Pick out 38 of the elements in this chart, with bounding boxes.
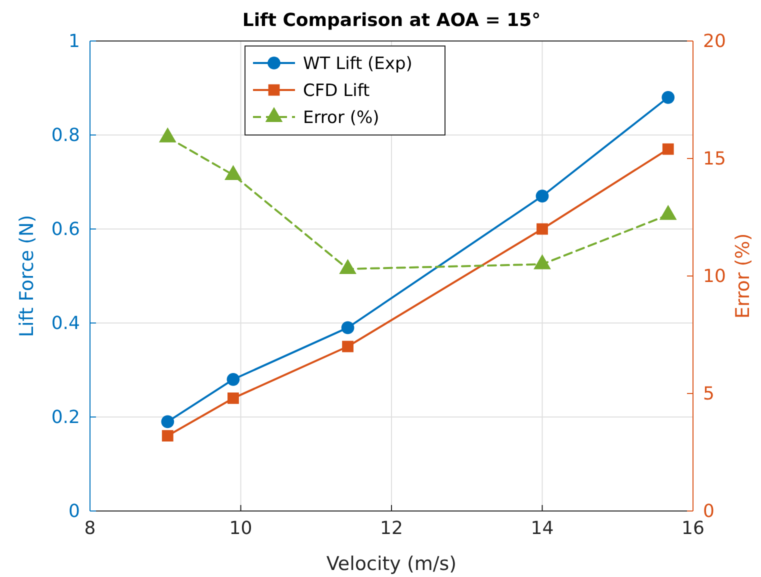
y2-tick-label: 10 bbox=[703, 266, 726, 287]
point bbox=[158, 127, 176, 142]
x-tick-label: 10 bbox=[229, 518, 252, 539]
y-tick-label: 0.8 bbox=[51, 124, 80, 146]
x-axis-title: Velocity (m/s) bbox=[326, 553, 457, 575]
point bbox=[662, 143, 674, 155]
y-tick-label: 0 bbox=[68, 500, 80, 522]
x-tick-label: 14 bbox=[530, 518, 554, 539]
y2-tick-label: 20 bbox=[703, 30, 726, 52]
point bbox=[536, 190, 549, 203]
y2-axis-title: Error (%) bbox=[732, 233, 754, 319]
point bbox=[226, 372, 240, 386]
y-tick-label: 0.4 bbox=[51, 312, 80, 334]
point bbox=[339, 258, 356, 274]
point bbox=[662, 90, 675, 104]
y2-tick-label: 5 bbox=[703, 383, 714, 404]
chart-title: Lift Comparison at AOA = 15° bbox=[242, 10, 541, 31]
point bbox=[341, 321, 354, 334]
point bbox=[342, 340, 354, 352]
legend-label: WT Lift (Exp) bbox=[303, 54, 412, 74]
point bbox=[659, 204, 677, 220]
point bbox=[228, 392, 239, 404]
y-tick-label: 0.2 bbox=[51, 406, 80, 428]
x-tick-label: 12 bbox=[380, 518, 403, 539]
point bbox=[161, 415, 174, 428]
point bbox=[536, 223, 548, 235]
x-tick-label: 16 bbox=[682, 518, 704, 539]
point bbox=[162, 430, 174, 442]
point bbox=[224, 164, 242, 180]
y-axis-title: Lift Force (N) bbox=[16, 214, 38, 338]
point bbox=[534, 254, 551, 270]
y-tick-label: 0.6 bbox=[51, 218, 80, 240]
x-tick-label: 8 bbox=[84, 518, 96, 539]
y2-tick-label: 15 bbox=[703, 148, 726, 170]
y-tick-label: 1 bbox=[68, 30, 80, 52]
legend-label: CFD Lift bbox=[303, 81, 370, 101]
legend-label: Error (%) bbox=[303, 108, 380, 128]
y2-tick-label: 0 bbox=[703, 500, 714, 522]
